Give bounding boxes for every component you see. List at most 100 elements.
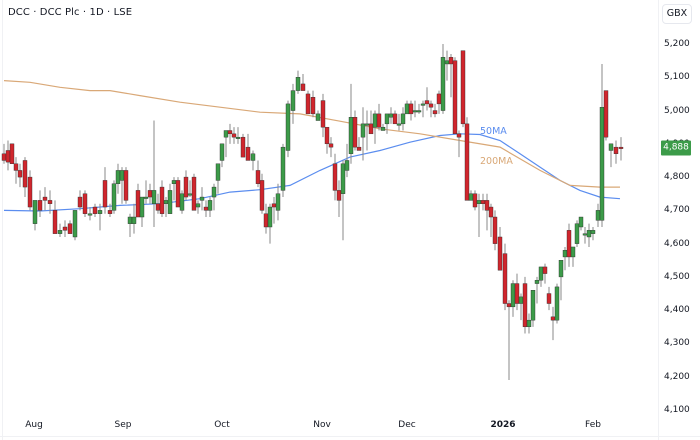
candle[interactable] xyxy=(97,203,103,231)
candle[interactable] xyxy=(131,203,137,234)
candle[interactable] xyxy=(590,227,596,241)
candle[interactable] xyxy=(102,167,108,214)
candle[interactable] xyxy=(336,180,342,218)
candle[interactable] xyxy=(348,83,354,164)
candle[interactable] xyxy=(123,167,129,204)
candle[interactable] xyxy=(22,157,28,198)
candle[interactable] xyxy=(603,90,609,141)
candle[interactable] xyxy=(195,200,201,214)
candle[interactable] xyxy=(179,190,185,214)
candle[interactable] xyxy=(570,246,576,267)
candle[interactable] xyxy=(191,173,197,211)
candle[interactable] xyxy=(468,190,474,201)
candle[interactable] xyxy=(518,293,524,321)
candle[interactable] xyxy=(159,180,165,218)
currency-button[interactable]: GBX xyxy=(662,4,692,24)
candle[interactable] xyxy=(618,137,624,161)
candle[interactable] xyxy=(408,100,414,121)
candle[interactable] xyxy=(127,213,133,237)
candle[interactable] xyxy=(599,63,605,227)
candle[interactable] xyxy=(175,177,181,208)
candle[interactable] xyxy=(328,137,334,158)
candle[interactable] xyxy=(17,163,23,188)
candle[interactable] xyxy=(42,187,48,211)
candle[interactable] xyxy=(77,190,83,211)
candle[interactable] xyxy=(52,200,58,234)
candle[interactable] xyxy=(231,127,237,144)
candle[interactable] xyxy=(72,210,78,241)
candle[interactable] xyxy=(285,100,291,158)
candle[interactable] xyxy=(47,190,53,214)
candle[interactable] xyxy=(62,220,68,237)
candle[interactable] xyxy=(240,133,246,158)
candle[interactable] xyxy=(57,223,63,237)
candle[interactable] xyxy=(546,286,552,311)
candle[interactable] xyxy=(412,100,418,118)
candle[interactable] xyxy=(380,123,386,131)
candle[interactable] xyxy=(143,180,149,204)
candle[interactable] xyxy=(608,143,614,168)
candle[interactable] xyxy=(488,203,494,237)
candle[interactable] xyxy=(404,100,410,115)
candle[interactable] xyxy=(111,180,117,214)
candle[interactable] xyxy=(416,103,422,114)
candle[interactable] xyxy=(538,266,544,287)
candle[interactable] xyxy=(388,107,394,124)
candle[interactable] xyxy=(219,143,225,168)
candle[interactable] xyxy=(290,83,296,124)
candle[interactable] xyxy=(250,150,256,171)
candle[interactable] xyxy=(139,196,145,227)
candle[interactable] xyxy=(436,90,442,114)
symbol-title[interactable]: DCC · DCC Plc · 1D · LSE xyxy=(8,7,133,18)
candle[interactable] xyxy=(305,90,311,115)
candle[interactable] xyxy=(13,157,19,184)
candle[interactable] xyxy=(271,197,277,224)
candle[interactable] xyxy=(534,276,540,304)
candle[interactable] xyxy=(550,306,556,341)
candle[interactable] xyxy=(396,113,402,131)
candle[interactable] xyxy=(115,163,121,194)
candle[interactable] xyxy=(448,53,454,98)
candle[interactable] xyxy=(155,193,161,214)
candle[interactable] xyxy=(320,93,326,138)
candle[interactable] xyxy=(492,210,498,251)
candle[interactable] xyxy=(420,100,426,118)
candle[interactable] xyxy=(9,143,15,164)
ma200-line[interactable] xyxy=(3,80,620,188)
candle[interactable] xyxy=(171,177,177,201)
candle[interactable] xyxy=(211,183,217,211)
candle[interactable] xyxy=(324,126,330,154)
candle[interactable] xyxy=(578,216,584,231)
candle[interactable] xyxy=(203,200,209,218)
candle[interactable] xyxy=(135,183,141,218)
candle[interactable] xyxy=(356,137,362,151)
candle[interactable] xyxy=(151,120,157,227)
candle[interactable] xyxy=(526,313,532,334)
ma50-line[interactable] xyxy=(3,133,621,212)
candle[interactable] xyxy=(167,183,173,214)
candle[interactable] xyxy=(87,207,93,221)
candle[interactable] xyxy=(119,167,125,204)
candle[interactable] xyxy=(183,170,189,201)
candle[interactable] xyxy=(1,143,7,164)
candle[interactable] xyxy=(295,70,301,94)
candle[interactable] xyxy=(275,183,281,221)
candle[interactable] xyxy=(566,223,572,267)
candle[interactable] xyxy=(107,203,113,218)
candle[interactable] xyxy=(424,87,430,111)
candle[interactable] xyxy=(542,263,548,284)
candle[interactable] xyxy=(514,273,520,311)
candle[interactable] xyxy=(32,200,38,231)
candle[interactable] xyxy=(245,133,251,161)
candle[interactable] xyxy=(92,203,98,218)
candle[interactable] xyxy=(376,103,382,131)
candle[interactable] xyxy=(558,260,564,301)
candle[interactable] xyxy=(27,170,33,211)
candle[interactable] xyxy=(582,227,588,244)
candle[interactable] xyxy=(280,143,286,198)
candle[interactable] xyxy=(199,187,205,211)
candle[interactable] xyxy=(554,283,560,324)
candle[interactable] xyxy=(223,130,229,158)
candle[interactable] xyxy=(472,190,478,211)
candle[interactable] xyxy=(392,110,398,125)
